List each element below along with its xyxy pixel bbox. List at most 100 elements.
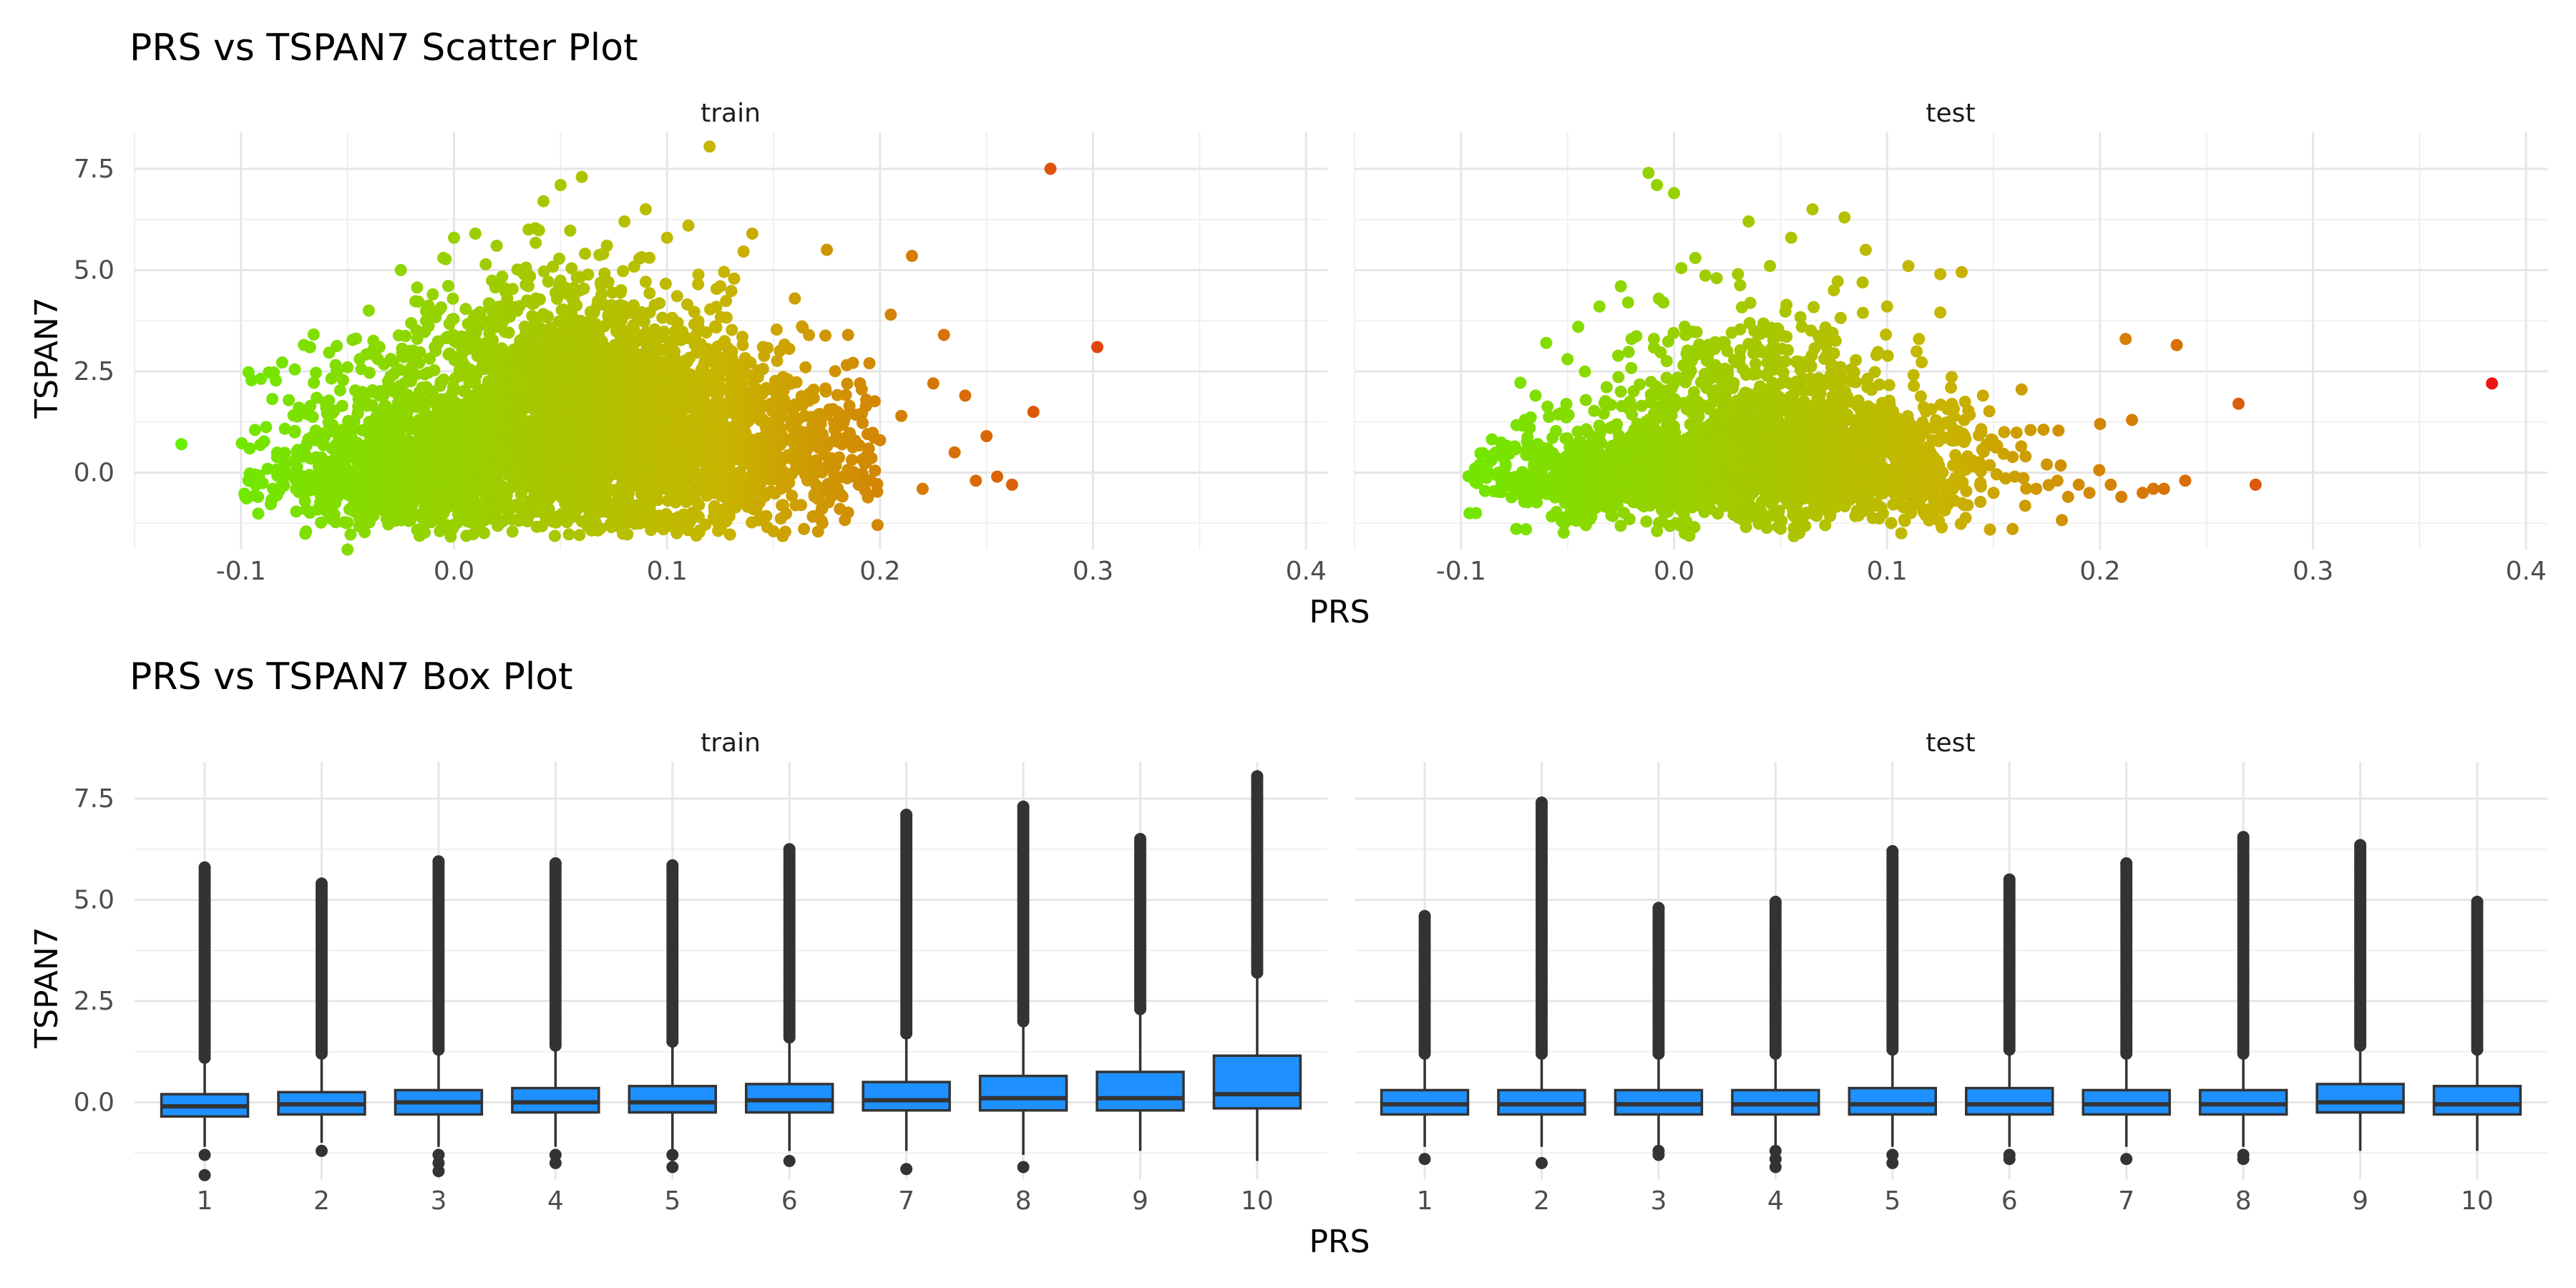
scatter-point [303, 341, 316, 353]
scatter-point [708, 501, 721, 514]
scatter-point [481, 511, 494, 523]
scatter-point [810, 454, 823, 467]
scatter-point [411, 281, 424, 294]
scatter-point [657, 429, 670, 441]
scatter-point [436, 519, 449, 532]
scatter-point [376, 480, 389, 492]
scatter-point [352, 400, 365, 413]
scatter-point [715, 523, 727, 536]
scatter-point [307, 328, 320, 341]
scatter-point [613, 416, 626, 429]
scatter-point [841, 377, 854, 390]
scatter-point [525, 394, 537, 406]
scatter-point [469, 228, 482, 240]
scatter-point [490, 277, 503, 290]
scatter-point [831, 389, 844, 401]
scatter-point [544, 511, 556, 524]
scatter-point [405, 361, 418, 374]
scatter-point [816, 502, 829, 514]
scatter-point [859, 400, 872, 413]
scatter-point [537, 308, 550, 321]
scatter-panel-train: train -0.1 0.0 0.1 0.2 0.3 0.40.02.55.07.5 [74, 99, 1327, 586]
scatter-point [434, 435, 447, 448]
scatter-point [620, 472, 633, 485]
scatter-point [574, 338, 587, 351]
scatter-point [340, 517, 353, 530]
scatter-point [643, 287, 656, 300]
scatter-point [366, 399, 379, 411]
scatter-point [675, 369, 688, 382]
scatter-point [570, 271, 583, 284]
scatter-point [562, 391, 575, 404]
scatter-point [441, 459, 454, 472]
scatter-point [798, 522, 810, 535]
scatter-point [320, 401, 333, 414]
scatter-point [670, 398, 683, 411]
scatter-point [640, 326, 653, 338]
scatter-point [683, 452, 696, 464]
scatter-point [670, 493, 683, 506]
scatter-point [699, 386, 711, 399]
scatter-point [819, 484, 831, 497]
scatter-point [283, 394, 296, 406]
scatter-point [781, 449, 794, 462]
scatter-point [629, 348, 641, 361]
scatter-point [385, 384, 398, 396]
scatter-point [1914, 390, 1927, 403]
scatter-point [402, 402, 415, 415]
scatter-point [278, 479, 291, 492]
scatter-point [463, 482, 476, 494]
scatter-point [670, 381, 683, 394]
scatter-point [594, 522, 607, 535]
scatter-point [814, 442, 826, 455]
scatter-point [554, 179, 567, 192]
scatter-point [298, 494, 311, 507]
scatter-point [591, 321, 604, 334]
scatter-point [452, 414, 464, 427]
scatter-point [895, 409, 908, 422]
scatter-point [841, 328, 854, 341]
scatter-point [780, 507, 793, 520]
scatter-point [495, 501, 508, 514]
scatter-title: PRS vs TSPAN7 Scatter Plot [130, 26, 638, 69]
x-tick-label: 0.4 [2506, 557, 2547, 586]
scatter-point [330, 438, 343, 450]
scatter-point [822, 460, 835, 473]
scatter-point [959, 389, 972, 402]
scatter-point [718, 265, 731, 278]
scatter-point [473, 519, 486, 532]
scatter-point [1600, 381, 1613, 394]
scatter-point [419, 326, 431, 338]
scatter-point [745, 400, 758, 413]
scatter-point [384, 353, 397, 366]
scatter-point [383, 469, 396, 482]
scatter-point [418, 422, 430, 435]
scatter-point [778, 338, 791, 351]
scatter-point [175, 438, 187, 451]
scatter-point [789, 292, 801, 305]
scatter-x-axis-label: PRS [1309, 594, 1370, 630]
scatter-point [315, 451, 328, 464]
scatter-point [991, 470, 1004, 483]
scatter-point [419, 504, 432, 517]
scatter-point [243, 442, 256, 455]
scatter-point [608, 502, 620, 515]
scatter-point [726, 323, 738, 336]
scatter-point [549, 349, 561, 362]
scatter-point [245, 374, 258, 386]
scatter-point [499, 326, 512, 338]
scatter-point [937, 328, 950, 341]
scatter-point [467, 448, 479, 461]
scatter-point [411, 524, 424, 536]
scatter-point [323, 346, 336, 359]
scatter-point [752, 364, 765, 377]
scatter-point [643, 433, 656, 446]
scatter-point [656, 362, 669, 375]
scatter-point [1612, 371, 1625, 384]
scatter-point [766, 398, 779, 411]
scatter-point [695, 369, 708, 382]
x-tick-label: 0.2 [2079, 557, 2120, 586]
scatter-point [425, 394, 438, 407]
scatter-point [854, 377, 867, 390]
scatter-point [416, 381, 429, 394]
